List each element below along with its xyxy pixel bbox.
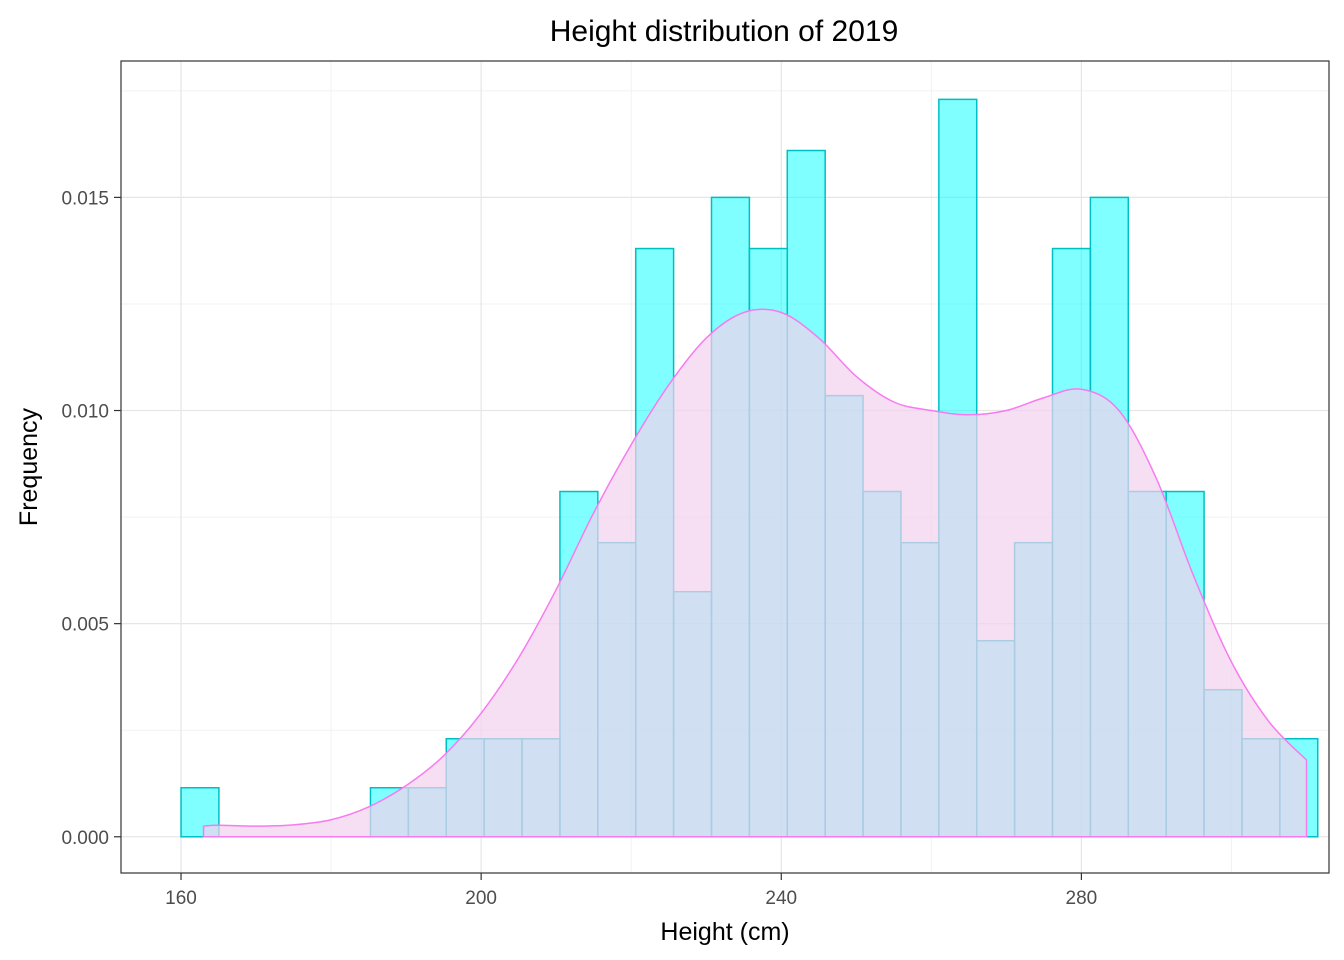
plot-panel <box>120 60 1330 874</box>
density-layer <box>202 308 1308 838</box>
y-tick-label: 0.005 <box>61 615 109 636</box>
x-tick-label: 240 <box>765 888 797 909</box>
y-axis: 0.000 0.005 0.010 0.015 <box>61 188 121 849</box>
x-tick-label: 160 <box>165 888 197 909</box>
y-tick-label: 0.015 <box>61 188 109 209</box>
y-tick-label: 0.010 <box>61 402 109 423</box>
x-tick-label: 200 <box>465 888 497 909</box>
x-axis: 160 200 240 280 <box>165 873 1097 909</box>
y-axis-title: Frequency <box>15 407 43 526</box>
x-tick-label: 280 <box>1066 888 1098 909</box>
chart-title: Height distribution of 2019 <box>550 15 899 48</box>
y-tick-label: 0.000 <box>61 828 109 849</box>
panel-border <box>120 60 1330 874</box>
density-curve <box>202 308 1308 838</box>
x-axis-title: Height (cm) <box>660 918 789 946</box>
